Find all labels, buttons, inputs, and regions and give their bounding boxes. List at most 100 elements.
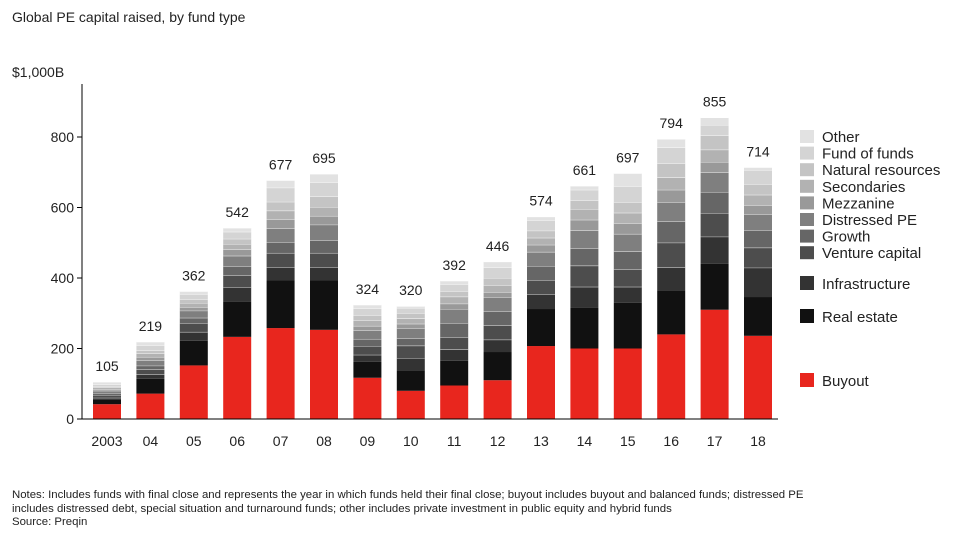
x-tick-label: 05 <box>186 433 202 449</box>
bar-segment <box>93 397 121 400</box>
bar-segment <box>93 404 121 419</box>
bar-segment <box>570 248 599 266</box>
bar-segment <box>613 269 642 287</box>
bar-segment <box>266 252 295 268</box>
bar-stack <box>353 304 382 419</box>
x-axis: 2003 04 05 06 07 08 09 10 11 12 13 14 15 16 17 18 <box>82 418 778 449</box>
bar-segment <box>266 210 295 220</box>
bar-segment <box>266 219 295 229</box>
legend-label: Secondaries <box>822 179 905 196</box>
bar-segment <box>136 369 165 375</box>
legend-swatch <box>800 246 814 260</box>
bar-segment <box>440 284 469 292</box>
total-label: 392 <box>443 257 467 273</box>
x-tick-label: 14 <box>577 433 593 449</box>
legend-label: Natural resources <box>822 162 940 179</box>
x-tick-label: 2003 <box>91 433 122 449</box>
bar-segment <box>136 378 165 394</box>
bar-segment <box>310 280 338 330</box>
bar-segment <box>570 286 599 308</box>
bar-segment <box>310 182 338 197</box>
legend-entry: Other <box>800 129 860 146</box>
bar-segment <box>179 294 208 300</box>
bar-stacks <box>93 117 772 419</box>
bar-segment <box>179 365 208 419</box>
bar-segment <box>179 331 208 341</box>
bar-chart: 0 200 400 600 800 105 219 362 542 677 695 324 320 39… <box>51 84 940 449</box>
bar-segment <box>179 299 208 304</box>
bar-segment <box>700 125 729 136</box>
legend-swatch <box>800 229 814 243</box>
total-label: 677 <box>269 156 293 172</box>
bar-segment <box>353 320 382 326</box>
bar-segment <box>700 236 729 264</box>
bar-segment <box>744 214 772 231</box>
bar-segment <box>353 354 382 362</box>
bar-segment <box>700 135 729 150</box>
total-label: 695 <box>312 150 336 166</box>
legend-swatch <box>800 163 814 177</box>
bar-segment <box>136 365 165 370</box>
bar-stack <box>136 341 165 419</box>
x-tick-label: 15 <box>620 433 636 449</box>
legend-entry: Distressed PE <box>800 212 917 229</box>
bar-segment <box>396 328 425 339</box>
bar-segment <box>613 223 642 234</box>
bar-segment <box>223 227 252 232</box>
total-label: 219 <box>139 318 163 334</box>
x-tick-label: 04 <box>143 433 159 449</box>
bar-segment <box>93 384 121 387</box>
bar-segment <box>700 162 729 173</box>
bar-segment <box>353 338 382 347</box>
legend-swatch <box>800 213 814 226</box>
bar-segment <box>744 184 772 195</box>
bar-segment <box>527 237 555 245</box>
bar-segment <box>223 249 252 256</box>
bar-segment <box>396 306 425 308</box>
bar-stack <box>570 185 599 419</box>
bar-segment <box>744 167 772 171</box>
bar-segment <box>353 308 382 316</box>
bar-segment <box>483 267 512 278</box>
bar-segment <box>266 187 295 202</box>
bar-segment <box>527 216 555 221</box>
bar-segment <box>93 399 121 405</box>
bar-segment <box>440 385 469 419</box>
bar-segment <box>613 173 642 187</box>
bar-segment <box>483 325 512 340</box>
bar-segment <box>570 209 599 220</box>
bar-segment <box>657 242 686 268</box>
bar-segment <box>396 358 425 371</box>
bar-segment <box>440 360 469 386</box>
legend-swatch <box>800 309 814 323</box>
bar-segment <box>657 290 686 335</box>
bar-segment <box>613 251 642 270</box>
bar-segment <box>266 280 295 329</box>
bar-segment <box>483 380 512 419</box>
bar-segment <box>223 301 252 337</box>
chart-title: Global PE capital raised, by fund type <box>12 9 246 25</box>
bar-stack <box>657 138 686 419</box>
total-label: 362 <box>182 267 206 283</box>
bar-segment <box>396 338 425 346</box>
bar-segment <box>570 200 599 210</box>
legend-label: Buyout <box>822 373 870 390</box>
bar-segment <box>396 323 425 329</box>
bar-segment <box>613 212 642 224</box>
y-tick-label: 0 <box>66 411 74 427</box>
bar-segment <box>396 370 425 391</box>
bar-segment <box>483 278 512 286</box>
bar-stack <box>179 290 208 419</box>
legend-swatch <box>800 130 814 143</box>
bar-segment <box>657 202 686 222</box>
bar-segment <box>310 196 338 208</box>
bar-segment <box>440 280 469 285</box>
y-tick-label: 400 <box>51 270 75 286</box>
bar-segment <box>527 251 555 267</box>
bar-segment <box>483 311 512 326</box>
legend-label: Venture capital <box>822 245 921 262</box>
x-tick-label: 18 <box>750 433 766 449</box>
bar-segment <box>223 244 252 250</box>
x-tick-label: 16 <box>663 433 679 449</box>
bar-stack <box>613 172 642 419</box>
